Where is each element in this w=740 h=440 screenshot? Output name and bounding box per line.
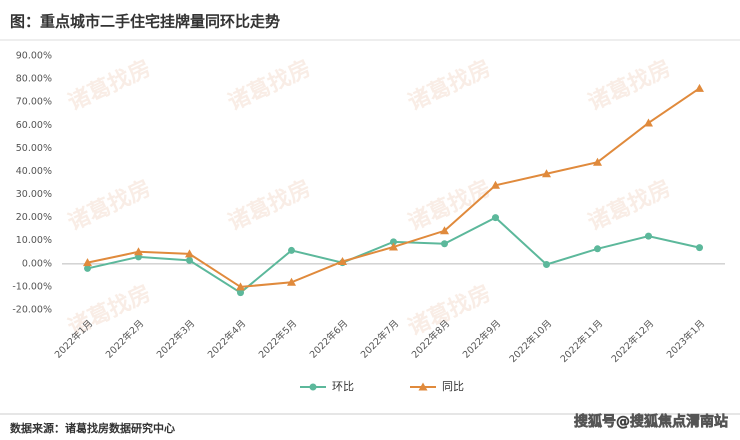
watermark: 诸葛找房: [584, 175, 675, 236]
y-tick-label: 0.00%: [22, 258, 52, 269]
y-tick-label: 10.00%: [16, 235, 52, 246]
point: [236, 282, 245, 291]
y-tick-label: 90.00%: [16, 51, 52, 62]
legend-label: 环比: [332, 380, 354, 393]
watermark: 诸葛找房: [224, 175, 315, 236]
x-tick-label: 2022年7月: [358, 317, 401, 360]
x-tick-label: 2022年9月: [460, 317, 503, 360]
point: [695, 83, 704, 92]
x-tick-label: 2022年11月: [558, 317, 606, 365]
point: [542, 169, 551, 178]
credit: 搜狐号@搜狐焦点渭南站: [574, 413, 728, 430]
point: [696, 244, 703, 252]
point: [593, 157, 602, 166]
x-tick-label: 2022年12月: [609, 317, 657, 365]
point: [237, 289, 244, 297]
point: [83, 258, 92, 267]
point: [389, 242, 398, 251]
x-tick-label: 2022年5月: [256, 317, 299, 360]
watermark: 诸葛找房: [224, 55, 315, 116]
y-tick-label: 30.00%: [16, 189, 52, 200]
point: [440, 226, 449, 235]
y-tick-label: -10.00%: [12, 281, 52, 292]
point: [543, 261, 550, 269]
series-line: [87, 87, 701, 288]
x-tick-label: 2022年10月: [507, 317, 555, 365]
point: [594, 245, 601, 253]
watermark: 诸葛找房: [64, 175, 155, 236]
point: [441, 240, 448, 248]
watermark: 诸葛找房: [404, 55, 495, 116]
x-tick-label: 2022年3月: [154, 317, 197, 360]
point: [134, 247, 143, 256]
point: [644, 118, 653, 127]
x-tick-label: 2023年1月: [664, 317, 707, 360]
point: [186, 256, 193, 264]
y-tick-label: 60.00%: [16, 120, 52, 131]
y-tick-label: 70.00%: [16, 97, 52, 108]
point: [338, 257, 347, 266]
y-tick-label: 40.00%: [16, 166, 52, 177]
source: 数据来源：诸葛找房数据研究中心: [10, 421, 175, 435]
y-tick-label: -20.00%: [12, 305, 52, 316]
point: [492, 214, 499, 222]
legend-marker: [309, 383, 317, 391]
point: [390, 238, 397, 246]
point: [185, 249, 194, 258]
y-tick-label: 80.00%: [16, 74, 52, 85]
y-tick-label: 50.00%: [16, 143, 52, 154]
point: [287, 277, 296, 286]
point: [288, 246, 295, 254]
watermark: 诸葛找房: [64, 55, 155, 116]
legend-label: 同比: [442, 380, 464, 393]
point: [491, 180, 500, 189]
point: [84, 264, 91, 272]
chart-title: 图：重点城市二手住宅挂牌量同环比走势: [10, 13, 280, 31]
x-tick-label: 2022年6月: [307, 317, 350, 360]
y-tick-label: 20.00%: [16, 212, 52, 223]
x-tick-label: 2022年4月: [205, 317, 248, 360]
legend-marker: [418, 382, 428, 391]
watermark: 诸葛找房: [584, 55, 675, 116]
point: [645, 232, 652, 240]
